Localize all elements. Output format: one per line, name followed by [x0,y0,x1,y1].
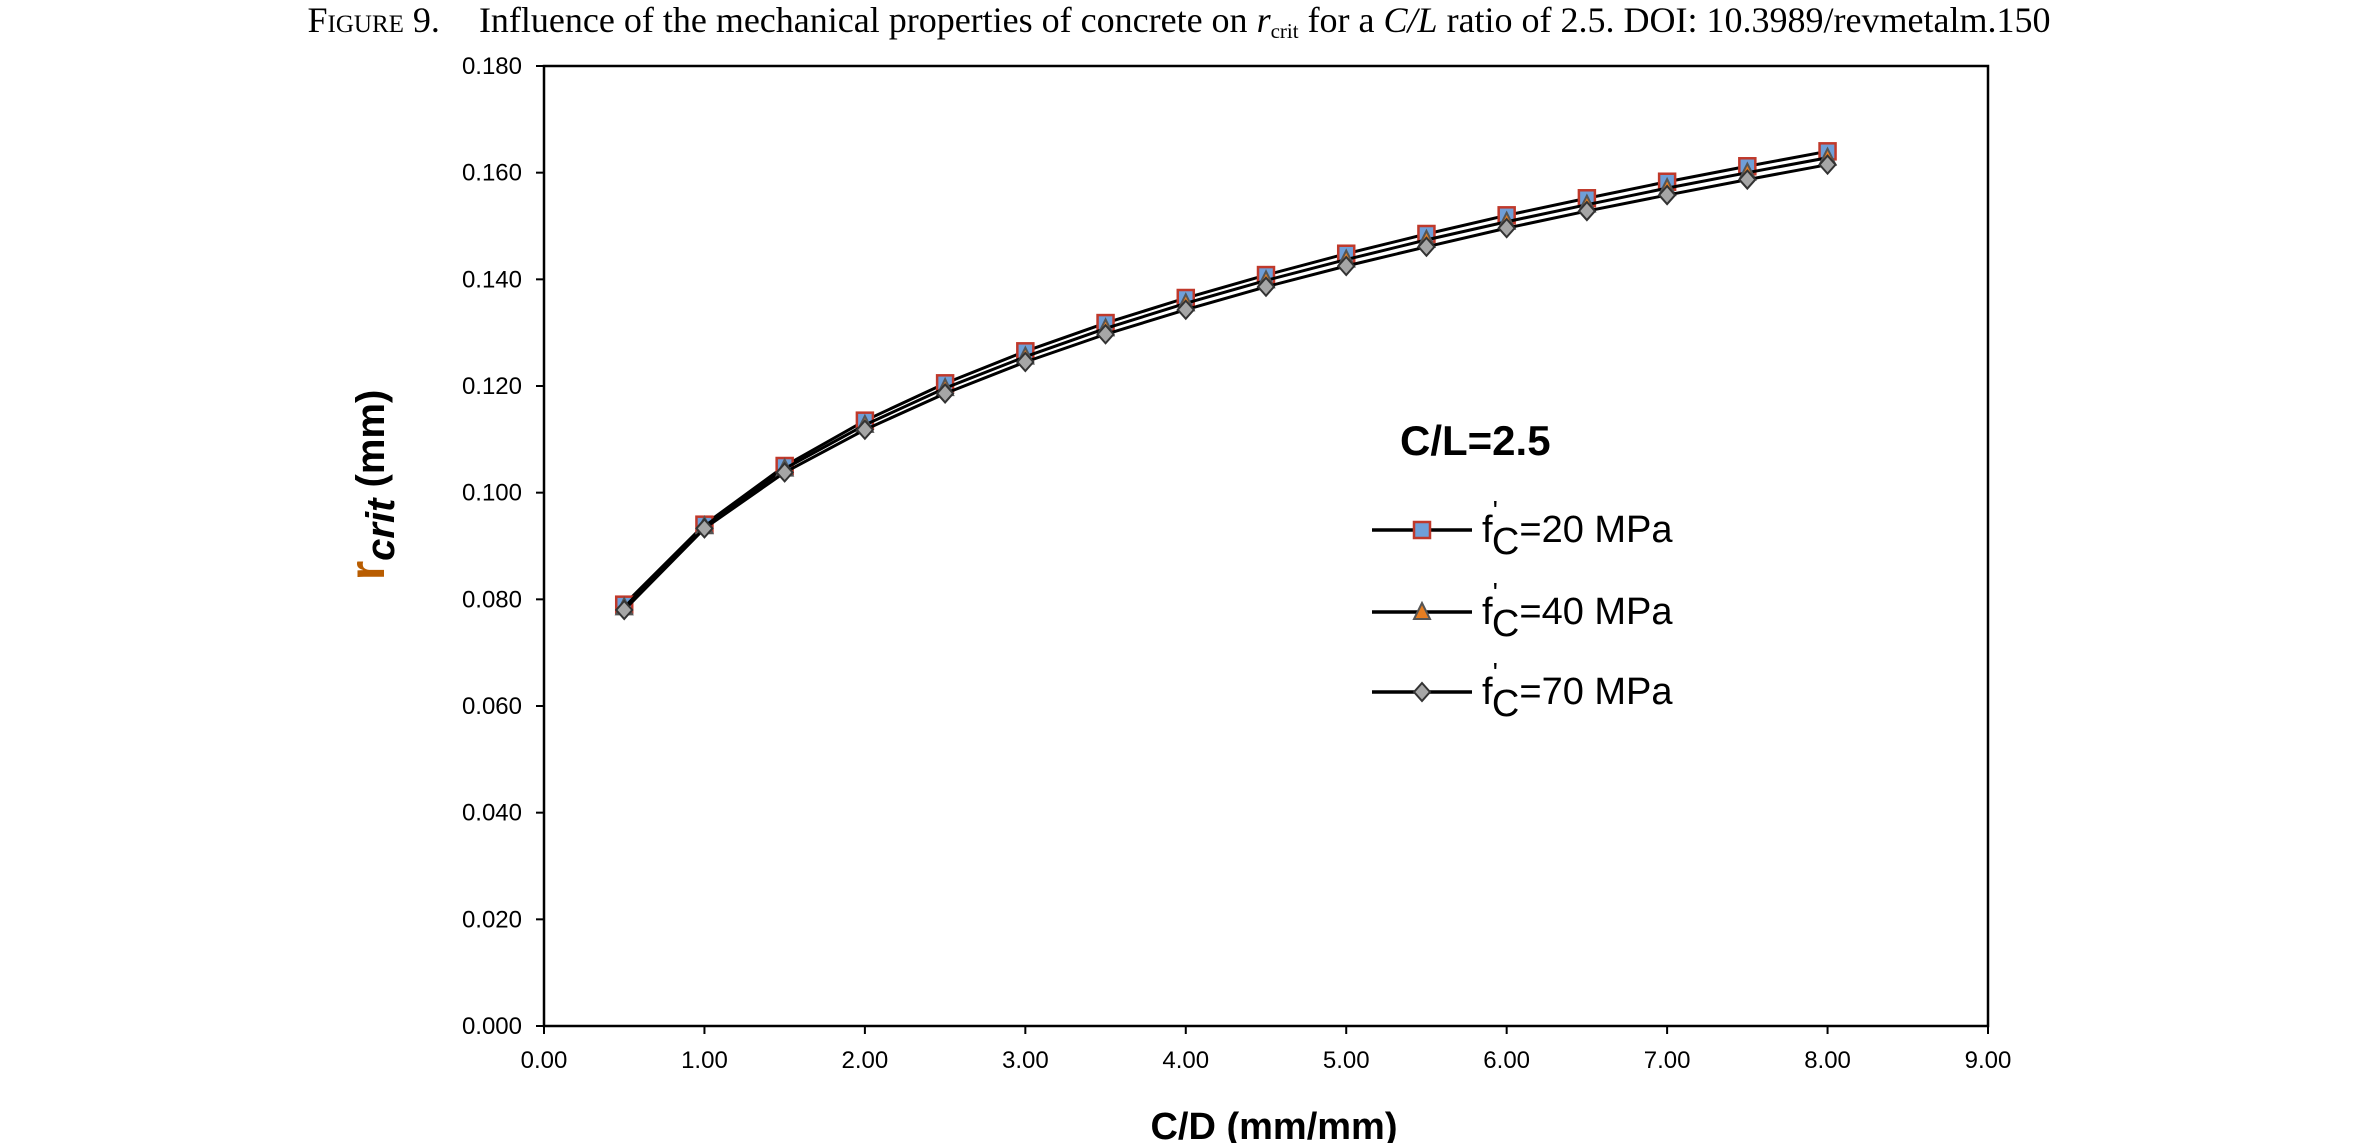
caption-ratio-symbol: C/L [1383,0,1438,40]
y-tick-label: 0.080 [462,586,522,613]
series-3 [614,154,1837,621]
y-axis-title: rcrit (mm) [339,390,403,581]
data-point [1015,351,1035,373]
y-tick-label: 0.180 [462,53,522,80]
x-tick-label: 1.00 [681,1047,728,1074]
legend-label-sub: C [1492,521,1519,563]
y-axis-ticks: 0.000 0.020 0.040 0.060 0.080 0.100 0.120 0.140… [462,53,544,1040]
y-tick-label: 0.060 [462,693,522,720]
x-tick-label: 0.00 [521,1047,568,1074]
legend-marker [1412,600,1432,620]
caption-r-subscript: crit [1270,19,1299,43]
x-tick-label: 2.00 [842,1047,889,1074]
data-point [1256,276,1276,298]
y-tick-label: 0.140 [462,266,522,293]
y-tick-label: 0.000 [462,1013,522,1040]
legend-label: f' C=70 MPa [1482,657,1673,725]
x-tick-label: 8.00 [1804,1047,1851,1074]
data-point [1497,217,1517,239]
data-point [855,419,875,441]
series-line [623,156,1828,609]
legend-label-prefix: f [1482,509,1493,551]
x-tick-label: 4.00 [1162,1047,1209,1074]
legend-label-prime: ' [1493,577,1498,608]
data-point [1737,169,1757,191]
x-axis-title: C/D (mm/mm) [1150,1106,1397,1143]
y-tick-label: 0.040 [462,800,522,827]
y-axis-title-main: r [339,561,395,580]
data-point [1417,236,1436,258]
legend-label-suffix: =70 MPa [1519,671,1673,713]
figure-label: Figure 9. [307,0,440,40]
x-tick-label: 5.00 [1323,1047,1370,1074]
data-point [614,599,634,621]
data-point [1818,154,1837,176]
plot-area [542,64,1990,1028]
data-point [1657,184,1677,206]
caption-r-symbol: r [1256,0,1271,40]
legend-label-sub: C [1492,603,1519,645]
series-layer [614,142,1838,621]
legend-label: f' C=40 MPa [1482,577,1673,645]
x-axis-ticks: 0.00 1.00 2.00 3.00 4.00 5.00 6.00 7.00 8.00 9.00 [521,1026,2012,1074]
data-point [695,517,714,539]
legend-label-suffix: =40 MPa [1519,591,1673,633]
data-point [1577,200,1597,222]
x-tick-label: 7.00 [1644,1047,1691,1074]
legend-marker [1412,681,1432,703]
svg-text:rcrit (mm): rcrit (mm) [339,390,403,581]
legend-label-prime: ' [1493,657,1498,688]
y-tick-label: 0.100 [462,480,522,507]
y-tick-label: 0.120 [462,373,522,400]
data-point [1096,323,1115,345]
x-tick-label: 9.00 [1965,1047,2012,1074]
legend-label-suffix: =20 MPa [1519,509,1673,551]
data-point [935,382,955,404]
legend-label-prime: ' [1493,495,1498,526]
figure-caption: Figure 9. Influence of the mechanical pr… [0,0,2358,48]
legend-label-prefix: f [1482,591,1493,633]
data-point [775,461,795,483]
legend-label: f' C=20 MPa [1482,495,1673,563]
y-tick-label: 0.160 [462,160,522,187]
legend-label-prefix: f [1482,671,1493,713]
y-tick-label: 0.020 [462,906,522,933]
series-line [623,149,1828,606]
data-point [1336,255,1356,277]
caption-text-3: ratio of 2.5. DOI: 10.3989/revmetalm.150 [1446,0,2051,40]
caption-text-1: Influence of the mechanical properties o… [478,0,1248,40]
data-point [1176,299,1196,321]
legend-label-sub: C [1492,683,1519,725]
legend-entry: f' C=40 MPa [1372,577,1673,645]
legend-marker [1412,520,1432,540]
legend-title: C/L=2.5 [1400,417,1551,464]
y-axis-title-unit: (mm) [349,390,393,499]
series-line [623,163,1828,612]
caption-text-2: for a [1307,0,1375,40]
x-tick-label: 3.00 [1002,1047,1049,1074]
x-tick-label: 6.00 [1483,1047,1530,1074]
legend-entry: f' C=70 MPa [1372,657,1673,725]
legend-entry: f' C=20 MPa [1372,495,1673,563]
y-axis-title-sub: crit [359,497,403,561]
